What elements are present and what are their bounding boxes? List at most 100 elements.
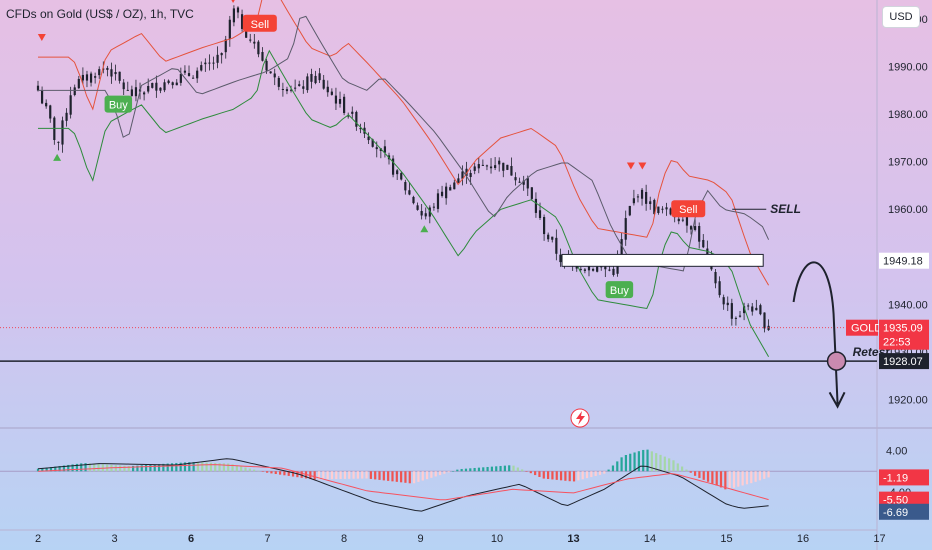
histogram-bar (559, 471, 563, 481)
price-label-support: 1928.07 (883, 356, 923, 368)
histogram-bar (41, 468, 44, 472)
price-label-countdown-box (879, 333, 929, 350)
histogram-bar (486, 466, 489, 472)
histogram-bar (425, 471, 429, 480)
candle-body (253, 41, 256, 44)
histogram-bar (132, 465, 135, 472)
x-tick-label: 8 (341, 533, 347, 545)
currency-button[interactable]: USD (882, 6, 920, 28)
candle-body (596, 266, 599, 272)
sell-signal-label: Sell (251, 19, 269, 31)
signal-marker (53, 153, 62, 161)
histogram-bar (417, 471, 420, 482)
candle-body (653, 199, 656, 214)
histogram-bar (365, 471, 368, 479)
histogram-bar (144, 465, 148, 472)
histogram-bar (451, 471, 455, 472)
histogram-bar (754, 471, 757, 482)
histogram-bar (590, 471, 593, 478)
candle-body (534, 198, 538, 213)
histogram-bar (490, 466, 494, 472)
osc-y-tick-label: 4.00 (886, 446, 907, 458)
candle-body (277, 77, 280, 87)
candle-body (730, 303, 733, 319)
candle-body (665, 207, 668, 210)
histogram-bar (361, 471, 364, 479)
candle-body (171, 82, 174, 86)
candle-body (522, 180, 525, 185)
candle-body (61, 120, 64, 145)
candle-body (432, 206, 435, 208)
candle-body (240, 14, 244, 29)
candle-body (314, 75, 317, 84)
candle-body (85, 74, 89, 81)
histogram-bar (188, 462, 191, 472)
candle-body (489, 166, 493, 169)
candle-body (114, 72, 117, 75)
histogram-bar (464, 468, 468, 472)
symbol-tag: GOLD (851, 323, 882, 335)
candle-body (375, 147, 378, 150)
x-tick-label: 9 (417, 533, 423, 545)
histogram-bar (45, 467, 48, 472)
histogram-bar (603, 471, 606, 474)
histogram-bar (598, 471, 602, 475)
signal-marker (420, 225, 429, 233)
candle-body (134, 87, 138, 97)
candle-body (391, 158, 395, 175)
candle-body (400, 173, 403, 180)
candle-body (555, 237, 558, 254)
candle-body (657, 206, 660, 213)
candle-body (408, 190, 411, 195)
candle-body (632, 198, 635, 204)
candle-body (228, 19, 231, 40)
histogram-bar (387, 471, 390, 481)
histogram-bar (702, 471, 705, 480)
oscillator-pane[interactable] (0, 449, 877, 512)
histogram-bar (287, 471, 290, 476)
candle-body (322, 79, 325, 89)
histogram-bar (611, 465, 615, 472)
candle-body (518, 181, 521, 183)
histogram-bar (538, 471, 541, 477)
candle-body (224, 39, 227, 53)
candle-body (457, 178, 460, 183)
sell-signal-label: Sell (679, 204, 697, 216)
histogram-bar (430, 471, 433, 478)
histogram-bar (352, 471, 355, 479)
price-labels: 1949.18 GOLD 1935.09 22:53 1928.07 -1.19 -5.50… (846, 252, 929, 520)
candle-body (473, 166, 476, 171)
candle-body (232, 8, 236, 23)
candle-body (196, 70, 199, 79)
histogram-bar (551, 471, 554, 480)
candle-body (742, 306, 746, 314)
histogram-bar (668, 458, 671, 472)
price-label-last-box (879, 319, 929, 336)
histogram-bar (421, 471, 424, 481)
histogram-bar (616, 461, 619, 472)
candle-body (200, 65, 203, 71)
histogram-bar (339, 471, 342, 479)
candle-body (383, 146, 387, 153)
candle-body (163, 82, 166, 91)
price-label-resistance: 1949.18 (883, 256, 923, 268)
osc-label-macd-box (879, 503, 929, 520)
histogram-bar (607, 469, 610, 472)
histogram-bar (205, 462, 208, 472)
candle-body (294, 87, 297, 89)
candle-body (759, 305, 762, 315)
candle-body (551, 236, 554, 240)
candle-body (298, 84, 301, 86)
candle-body (261, 52, 264, 61)
signal-marker (638, 162, 647, 170)
histogram-bar (283, 471, 286, 476)
candle-body (118, 71, 121, 81)
histogram-bar (516, 467, 519, 472)
candle-body (89, 73, 93, 83)
histogram-bar (369, 471, 372, 479)
candle-body (747, 305, 750, 307)
histogram-bar (706, 471, 710, 482)
histogram-bar (741, 471, 744, 486)
